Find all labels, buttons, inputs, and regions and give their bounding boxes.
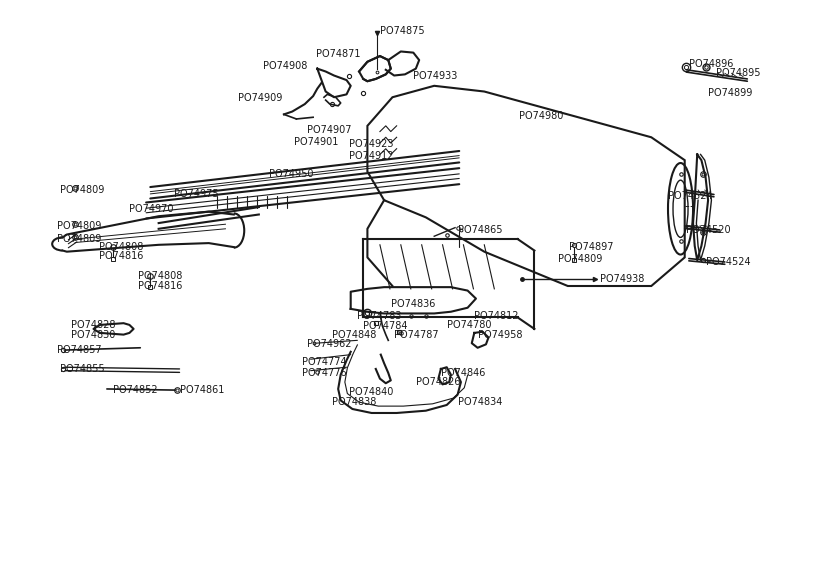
Text: PO74865: PO74865	[458, 225, 502, 235]
Text: PO74861: PO74861	[180, 385, 224, 395]
Text: PO74975: PO74975	[174, 189, 218, 200]
Text: PO74962: PO74962	[307, 339, 352, 349]
Text: PO74780: PO74780	[447, 320, 491, 330]
Text: PO74524: PO74524	[706, 257, 750, 267]
Text: PO74923: PO74923	[349, 139, 393, 149]
Text: PO74816: PO74816	[99, 251, 143, 261]
Text: PO74816: PO74816	[138, 281, 182, 291]
Text: PO74808: PO74808	[99, 242, 143, 252]
Text: PO74838: PO74838	[332, 396, 377, 407]
Text: PO74897: PO74897	[569, 242, 614, 252]
Text: PO74933: PO74933	[413, 70, 458, 81]
Text: PO74857: PO74857	[57, 345, 101, 355]
Text: PO74901: PO74901	[294, 137, 338, 147]
Text: PO74812: PO74812	[474, 311, 519, 321]
Text: PO74776: PO74776	[302, 368, 347, 378]
Text: PO74950: PO74950	[269, 169, 313, 180]
Text: PO74809: PO74809	[57, 221, 101, 231]
Text: PO74784: PO74784	[363, 321, 407, 331]
Text: PO74809: PO74809	[57, 234, 101, 244]
Text: PO74830: PO74830	[71, 329, 115, 340]
Text: PO74980: PO74980	[519, 110, 564, 121]
Text: PO74826: PO74826	[416, 377, 460, 387]
Text: PO74855: PO74855	[60, 364, 104, 374]
Text: PO74846: PO74846	[441, 368, 485, 378]
Text: PO74848: PO74848	[332, 329, 377, 340]
Text: PO74774: PO74774	[302, 356, 347, 367]
Text: PO74834: PO74834	[458, 396, 502, 407]
Text: PO74828: PO74828	[71, 320, 115, 330]
Text: PO74808: PO74808	[138, 271, 182, 281]
Text: PO74875: PO74875	[380, 26, 424, 37]
Text: PO74908: PO74908	[263, 61, 307, 71]
Text: PO74912: PO74912	[349, 150, 393, 161]
Text: PO74871: PO74871	[316, 49, 360, 59]
Text: PO74899: PO74899	[708, 88, 752, 98]
Text: PO74836: PO74836	[391, 299, 435, 309]
Text: PO74840: PO74840	[349, 387, 393, 397]
Text: PO74520: PO74520	[686, 225, 731, 235]
Text: PO74809: PO74809	[60, 185, 104, 195]
Text: PO74896: PO74896	[689, 59, 733, 69]
Text: PO74787: PO74787	[394, 329, 438, 340]
Text: PO74809: PO74809	[558, 253, 602, 264]
Text: PO74938: PO74938	[600, 274, 644, 284]
Text: PO74970: PO74970	[129, 204, 174, 214]
Text: PO74895: PO74895	[716, 68, 761, 78]
Text: PO74909: PO74909	[238, 93, 282, 104]
Text: PO74907: PO74907	[307, 125, 352, 136]
Text: PO74958: PO74958	[478, 329, 522, 340]
Text: PO74783: PO74783	[357, 311, 402, 321]
Text: PO74524: PO74524	[668, 190, 712, 201]
Text: PO74852: PO74852	[113, 385, 157, 395]
